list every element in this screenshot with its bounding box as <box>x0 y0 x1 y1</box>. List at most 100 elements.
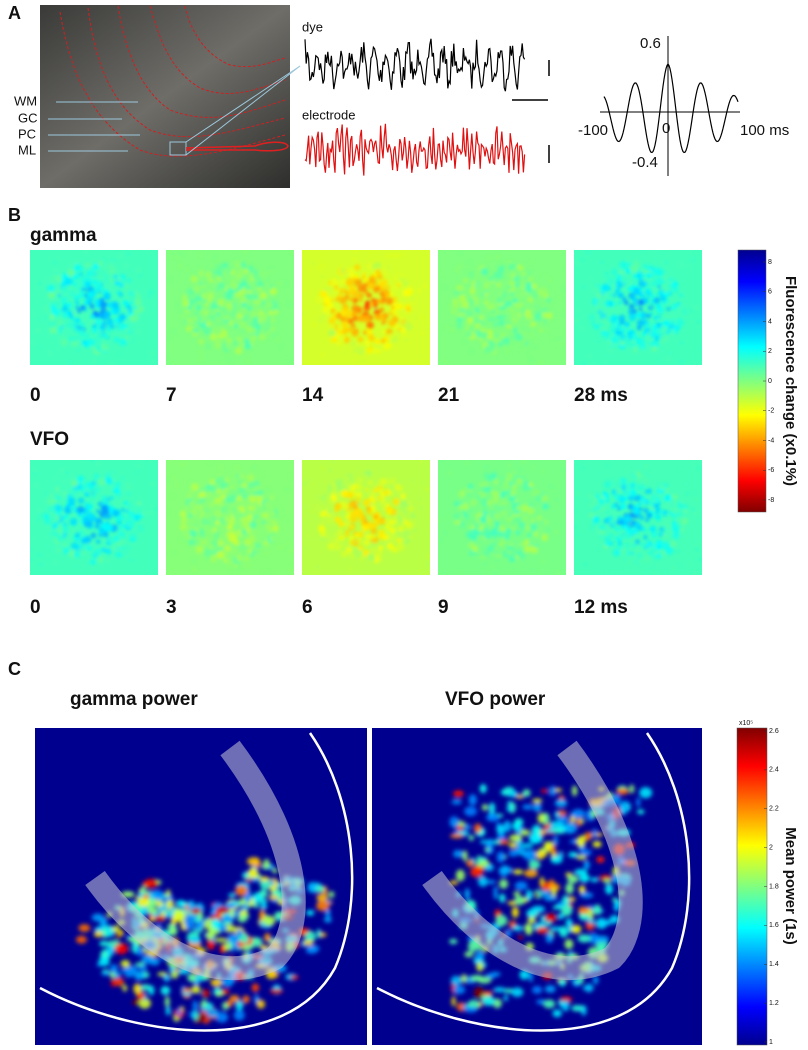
pixel <box>464 289 466 291</box>
pixel <box>38 518 40 520</box>
power-blob <box>76 936 87 944</box>
pixel <box>497 554 501 558</box>
pixel <box>286 488 288 490</box>
pixel <box>614 479 622 487</box>
pixel <box>91 560 96 565</box>
pixel <box>364 288 367 291</box>
power-blob <box>99 941 109 947</box>
pixel <box>517 516 522 521</box>
pixel <box>534 314 541 321</box>
pixel <box>349 340 356 347</box>
frame <box>438 250 566 365</box>
pixel <box>335 544 340 549</box>
power-blob <box>189 1011 194 1018</box>
pixel <box>324 493 327 496</box>
pixel <box>369 277 375 283</box>
pixel <box>224 496 226 498</box>
power-blob <box>187 974 196 982</box>
pixel <box>355 541 357 543</box>
correlogram-axes <box>600 36 740 176</box>
pixel <box>459 251 461 253</box>
pixel <box>346 502 348 504</box>
pixel <box>630 300 632 302</box>
pixel <box>349 286 357 294</box>
pixel <box>429 327 431 329</box>
pixel <box>133 293 135 295</box>
pixel <box>179 310 181 312</box>
pixel <box>679 294 682 297</box>
colorbar <box>737 728 767 1045</box>
pixel <box>505 349 510 354</box>
pixel <box>53 262 55 264</box>
pixel <box>90 304 95 309</box>
pixel <box>110 362 112 364</box>
pixel <box>493 288 495 290</box>
pixel <box>185 507 187 509</box>
pixel <box>562 469 564 471</box>
pixel <box>444 532 446 534</box>
power-blob <box>515 881 528 890</box>
pixel <box>374 332 376 334</box>
pixel <box>410 256 412 258</box>
pixel <box>237 250 239 252</box>
pixel <box>368 480 373 485</box>
pixel <box>137 269 139 271</box>
pixel <box>320 511 326 517</box>
power-blob <box>562 895 569 905</box>
pixel <box>267 489 269 491</box>
pixel <box>379 529 385 535</box>
pixel <box>270 531 276 537</box>
power-blob <box>480 840 493 845</box>
pixel <box>95 282 97 284</box>
pixel <box>190 481 192 483</box>
pixel <box>181 463 183 465</box>
pixel <box>464 341 466 343</box>
pixel <box>250 277 254 281</box>
power-blob <box>264 933 271 942</box>
pixel <box>617 489 619 491</box>
pixel <box>338 294 342 298</box>
pixel <box>496 558 500 562</box>
pixel <box>135 290 137 292</box>
pixel <box>237 568 239 570</box>
pixel <box>618 336 622 340</box>
pixel <box>509 281 513 285</box>
pixel <box>84 281 91 288</box>
pixel <box>212 497 216 501</box>
pixel <box>125 284 129 288</box>
pixel <box>638 489 640 491</box>
pixel <box>56 535 64 543</box>
pixel <box>204 272 206 274</box>
pixel <box>371 528 378 535</box>
power-blob <box>269 880 274 886</box>
pixel <box>135 500 139 504</box>
power-blob <box>513 822 520 831</box>
pixel <box>66 496 68 498</box>
power-blob <box>263 859 269 870</box>
pixel <box>405 339 407 341</box>
pixel <box>532 568 534 570</box>
pixel <box>346 514 348 516</box>
pixel <box>210 254 212 256</box>
pixel <box>358 538 362 542</box>
power-blob <box>499 839 509 844</box>
pixel <box>247 360 249 362</box>
pixel <box>505 325 507 327</box>
pixel <box>544 275 546 277</box>
pixel <box>138 306 145 313</box>
pixel <box>692 491 694 493</box>
pixel <box>470 289 476 295</box>
power-blob <box>529 860 541 870</box>
pixel <box>191 316 199 324</box>
pixel <box>517 264 521 268</box>
pixel <box>518 327 520 329</box>
pixel <box>521 349 523 351</box>
pixel <box>637 319 644 326</box>
pixel <box>496 337 501 342</box>
pixel <box>188 539 194 545</box>
pixel <box>545 306 547 308</box>
pixel <box>174 477 176 479</box>
pixel <box>699 558 701 560</box>
pixel <box>653 500 655 502</box>
pixel <box>560 499 562 501</box>
